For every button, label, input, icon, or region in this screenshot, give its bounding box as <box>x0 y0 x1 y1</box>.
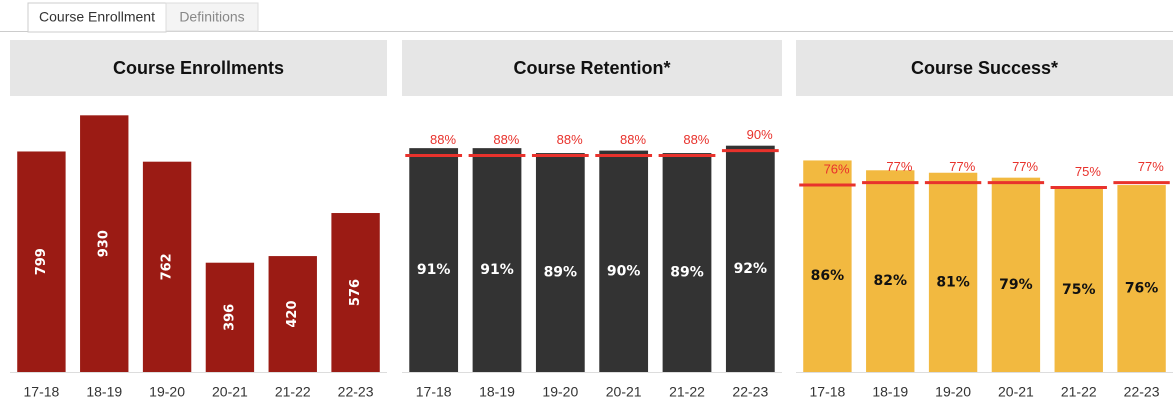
bar <box>268 256 317 372</box>
x-tick-label: 17-18 <box>810 384 846 400</box>
target-label: 88% <box>620 132 646 147</box>
data-label: 396 <box>222 304 237 331</box>
panel-header <box>10 40 387 96</box>
data-label: 930 <box>97 230 112 257</box>
data-label: 86% <box>811 268 845 284</box>
bar <box>331 213 380 372</box>
bar <box>1054 187 1103 372</box>
x-tick-label: 21-22 <box>1061 384 1097 400</box>
x-tick-label: 22-23 <box>732 384 768 400</box>
data-label: 90% <box>607 263 641 279</box>
target-label: 88% <box>557 132 583 147</box>
bar <box>142 161 192 372</box>
target-label: 88% <box>683 132 709 147</box>
bar <box>1117 185 1166 372</box>
x-tick-label: 20-21 <box>212 384 248 400</box>
bar <box>17 151 66 372</box>
chart-title: Course Success* <box>911 58 1058 78</box>
bar <box>866 170 915 372</box>
chart-title: Course Retention* <box>513 58 670 78</box>
panel-header <box>402 40 782 96</box>
x-tick-label: 20-21 <box>606 384 642 400</box>
bar <box>535 153 585 372</box>
tab-label[interactable]: Definitions <box>179 9 244 25</box>
x-tick-label: 17-18 <box>24 384 60 400</box>
data-label: 799 <box>34 248 49 275</box>
bar <box>599 150 649 372</box>
chart-title: Course Enrollments <box>113 58 284 78</box>
bar <box>80 115 129 372</box>
bar <box>472 148 522 372</box>
data-label: 91% <box>417 262 451 278</box>
target-label: 76% <box>824 161 850 176</box>
target-label: 88% <box>430 132 456 147</box>
x-tick-label: 21-22 <box>669 384 705 400</box>
target-label: 77% <box>1012 159 1038 174</box>
data-label: 92% <box>734 261 768 277</box>
x-tick-label: 20-21 <box>998 384 1034 400</box>
panel-header <box>796 40 1173 96</box>
x-tick-label: 22-23 <box>1124 384 1160 400</box>
data-label: 82% <box>873 273 907 289</box>
tab[interactable] <box>165 2 259 32</box>
data-label: 89% <box>544 265 578 281</box>
bar <box>725 145 775 372</box>
target-label: 77% <box>886 159 912 174</box>
x-tick-label: 17-18 <box>416 384 452 400</box>
target-label: 75% <box>1075 164 1101 179</box>
data-label: 91% <box>480 262 514 278</box>
data-label: 79% <box>999 277 1033 293</box>
x-tick-label: 19-20 <box>149 384 185 400</box>
tab-label[interactable]: Course Enrollment <box>39 9 155 25</box>
data-label: 81% <box>936 274 970 290</box>
bar <box>662 153 712 372</box>
target-label: 90% <box>747 127 773 142</box>
x-tick-label: 21-22 <box>275 384 311 400</box>
x-tick-label: 19-20 <box>935 384 971 400</box>
x-tick-label: 18-19 <box>479 384 515 400</box>
target-label: 88% <box>493 132 519 147</box>
bar <box>928 172 978 372</box>
bar <box>803 160 852 372</box>
x-tick-label: 19-20 <box>542 384 578 400</box>
bar <box>205 262 255 372</box>
x-tick-label: 22-23 <box>338 384 374 400</box>
data-label: 420 <box>285 300 300 327</box>
data-label: 576 <box>348 279 363 306</box>
bar <box>409 148 459 372</box>
data-label: 762 <box>160 253 175 280</box>
data-label: 76% <box>1125 281 1159 297</box>
bar <box>991 177 1041 372</box>
data-label: 89% <box>670 265 704 281</box>
data-label: 75% <box>1062 282 1096 298</box>
target-label: 77% <box>1138 159 1164 174</box>
x-tick-label: 18-19 <box>872 384 908 400</box>
x-tick-label: 18-19 <box>86 384 122 400</box>
target-label: 77% <box>949 159 975 174</box>
